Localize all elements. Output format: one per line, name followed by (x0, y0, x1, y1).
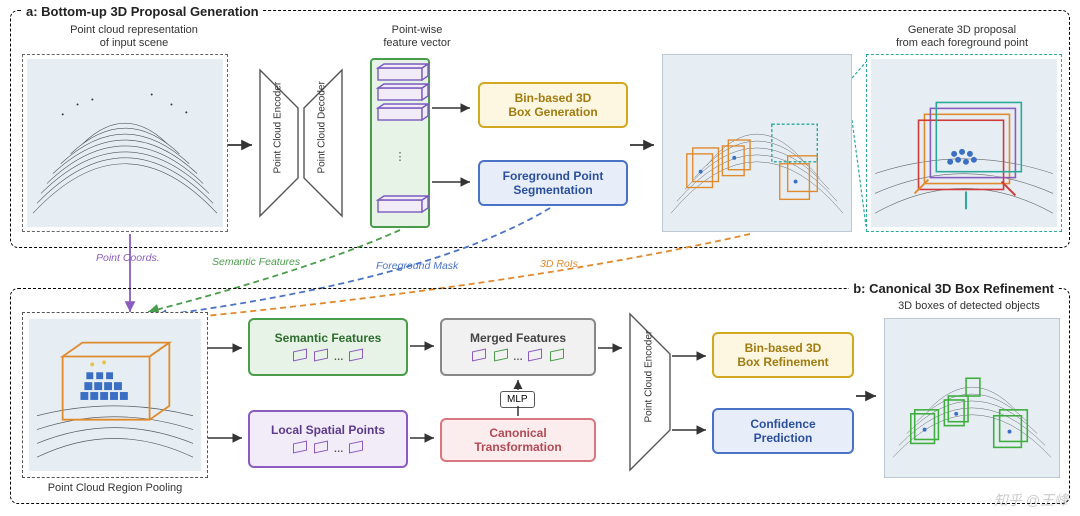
fg-seg: Foreground Point Segmentation (478, 160, 628, 206)
sem-feat-box: Semantic Features … (248, 318, 408, 376)
canon-box: Canonical Transformation (440, 418, 596, 462)
arrows-mid-b (410, 320, 440, 470)
arrows-enc-heads-b (672, 320, 712, 470)
arrows-pool-out (208, 320, 248, 470)
arrow-to-output (856, 386, 882, 406)
sem-feat-label: Semantic Features (275, 331, 382, 345)
encoder-b-label: Point Cloud Encoder (644, 353, 655, 423)
local-pts-box: Local Spatial Points … (248, 410, 408, 468)
svg-text:⋮: ⋮ (395, 151, 406, 163)
proposal-label: Generate 3D proposal from each foregroun… (862, 24, 1062, 50)
region-pool-label: Point Cloud Region Pooling (22, 482, 208, 495)
panel-b-title: b: Canonical 3D Box Refinement (849, 281, 1058, 296)
encoder-a-label: Point Cloud Encoder (273, 104, 284, 174)
input-scene-label: Point cloud representation of input scen… (34, 24, 234, 50)
featvec-label: Point-wise feature vector (362, 24, 472, 50)
proposals-img (662, 54, 852, 232)
input-scene-img (22, 54, 228, 232)
local-pts-label: Local Spatial Points (271, 423, 385, 437)
watermark: 知乎 @王峰 (994, 490, 1068, 510)
flow-rois-label: 3D RoIs (540, 258, 578, 270)
conf-box: Confidence Prediction (712, 408, 854, 454)
merged-feat-label: Merged Features (470, 331, 566, 345)
mlp-arrows (510, 376, 526, 420)
region-pool-img (22, 312, 208, 478)
output-img (884, 318, 1060, 478)
zoom-detail (866, 54, 1062, 232)
flow-sem-label: Semantic Features (212, 256, 300, 268)
output-label: 3D boxes of detected objects (876, 300, 1062, 313)
arrow-scene-to-enc (228, 135, 258, 155)
arrow-merged-enc (598, 338, 628, 358)
decoder-a-label: Point Cloud Decoder (317, 104, 328, 174)
panel-a-title: a: Bottom-up 3D Proposal Generation (22, 4, 263, 19)
arrows-feat-to-heads (432, 70, 476, 220)
refine-box: Bin-based 3D Box Refinement (712, 332, 854, 378)
feature-vector: ⋮ (370, 58, 430, 228)
merged-feat-box: Merged Features … (440, 318, 596, 376)
flow-mask-label: Foreground Mask (376, 260, 458, 272)
arrow-to-proposals (630, 135, 660, 155)
box-gen: Bin-based 3D Box Generation (478, 82, 628, 128)
zoom-connector (852, 60, 870, 230)
flow-coords-label: Point Coords. (96, 252, 160, 264)
